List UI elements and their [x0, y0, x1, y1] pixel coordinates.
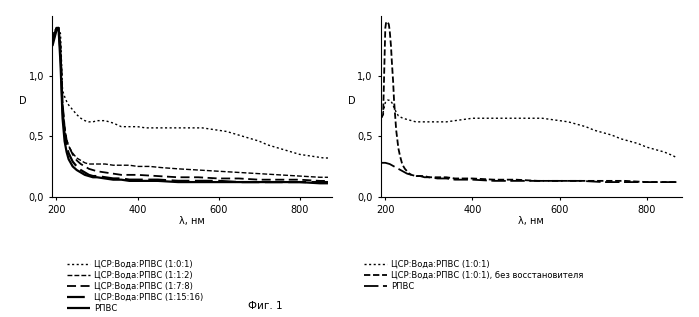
Y-axis label: D: D — [20, 96, 27, 106]
X-axis label: λ, нм: λ, нм — [519, 216, 544, 226]
Text: Фиг. 1: Фиг. 1 — [248, 301, 283, 311]
Y-axis label: D: D — [348, 96, 355, 106]
Legend: ЦСР:Вода:РПВС (1:0:1), ЦСР:Вода:РПВС (1:1:2), ЦСР:Вода:РПВС (1:7:8), ЦСР:Вода:РП: ЦСР:Вода:РПВС (1:0:1), ЦСР:Вода:РПВС (1:… — [67, 260, 203, 313]
Legend: ЦСР:Вода:РПВС (1:0:1), ЦСР:Вода:РПВС (1:0:1), без восстановителя, РПВС: ЦСР:Вода:РПВС (1:0:1), ЦСР:Вода:РПВС (1:… — [364, 260, 583, 291]
X-axis label: λ, нм: λ, нм — [180, 216, 205, 226]
